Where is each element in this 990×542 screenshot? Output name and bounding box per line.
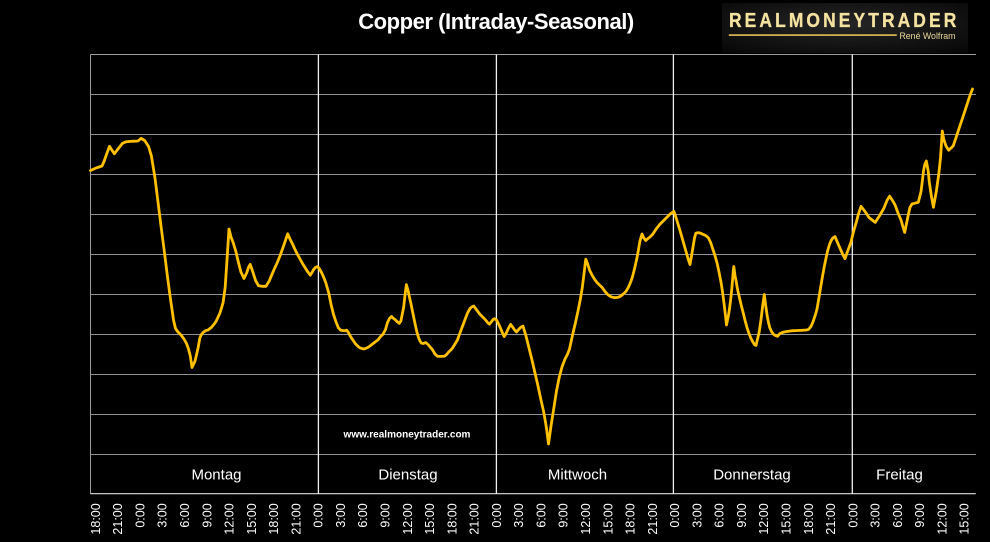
svg-text:21:00: 21:00 [289,503,303,534]
svg-text:6:00: 6:00 [178,503,192,527]
svg-text:3:00: 3:00 [690,503,704,527]
svg-text:9:00: 9:00 [557,503,571,527]
svg-text:21:00: 21:00 [468,503,482,534]
svg-text:www.realmoneytrader.com: www.realmoneytrader.com [343,430,471,441]
svg-text:9:00: 9:00 [379,503,393,527]
svg-text:3:00: 3:00 [869,503,883,527]
svg-text:12:00: 12:00 [401,503,415,534]
svg-text:0:00: 0:00 [312,503,326,527]
svg-text:18:00: 18:00 [267,503,281,534]
svg-text:REALMONEYTRADER: REALMONEYTRADER [729,10,959,33]
svg-text:Freitag: Freitag [876,467,923,484]
svg-text:Mittwoch: Mittwoch [548,467,607,484]
svg-text:3:00: 3:00 [512,503,526,527]
svg-text:12:00: 12:00 [935,503,949,534]
svg-text:12:00: 12:00 [579,503,593,534]
svg-text:15:00: 15:00 [601,503,615,534]
svg-text:15:00: 15:00 [423,503,437,534]
svg-text:0:00: 0:00 [668,503,682,527]
svg-text:6:00: 6:00 [535,503,549,527]
svg-text:15:00: 15:00 [780,503,794,534]
svg-text:6:00: 6:00 [356,503,370,527]
svg-text:21:00: 21:00 [824,503,838,534]
svg-text:6:00: 6:00 [891,503,905,527]
svg-text:12:00: 12:00 [757,503,771,534]
svg-text:9:00: 9:00 [200,503,214,527]
svg-text:Montag: Montag [191,467,241,484]
svg-text:9:00: 9:00 [913,503,927,527]
svg-text:18:00: 18:00 [802,503,816,534]
svg-text:9:00: 9:00 [735,503,749,527]
svg-text:18:00: 18:00 [445,503,459,534]
svg-text:0:00: 0:00 [490,503,504,527]
svg-text:3:00: 3:00 [334,503,348,527]
svg-text:15:00: 15:00 [245,503,259,534]
svg-text:Donnerstag: Donnerstag [713,467,791,484]
svg-text:21:00: 21:00 [646,503,660,534]
svg-text:Copper (Intraday-Seasonal): Copper (Intraday-Seasonal) [358,9,634,34]
svg-text:21:00: 21:00 [111,503,125,534]
svg-text:12:00: 12:00 [223,503,237,534]
svg-text:Dienstag: Dienstag [378,467,437,484]
svg-text:18:00: 18:00 [89,503,103,534]
svg-text:0:00: 0:00 [846,503,860,527]
svg-text:18:00: 18:00 [624,503,638,534]
svg-text:0:00: 0:00 [134,503,148,527]
svg-text:René Wolfram: René Wolfram [899,31,955,41]
svg-text:6:00: 6:00 [713,503,727,527]
svg-text:3:00: 3:00 [156,503,170,527]
svg-text:15:00: 15:00 [958,503,972,534]
